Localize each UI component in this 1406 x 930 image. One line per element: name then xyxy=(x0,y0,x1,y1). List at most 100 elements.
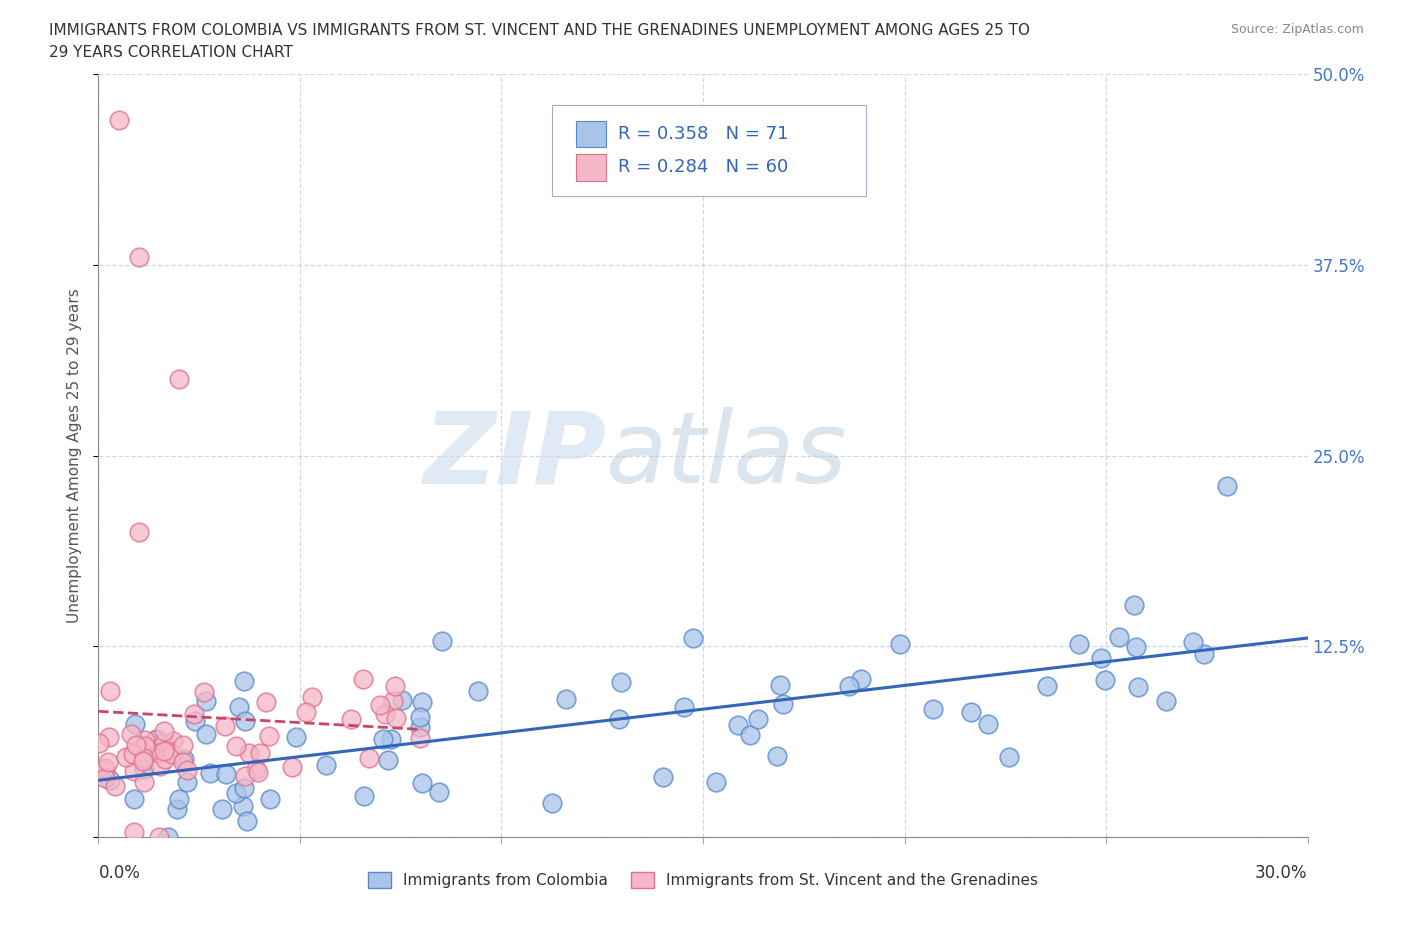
Point xyxy=(153,736,176,751)
Point xyxy=(143,733,166,748)
Point xyxy=(134,738,156,753)
Point xyxy=(254,695,277,710)
Point xyxy=(922,701,945,716)
Point xyxy=(851,671,873,686)
Point xyxy=(727,717,749,732)
Point xyxy=(411,776,433,790)
Point xyxy=(765,749,787,764)
Text: ZIP: ZIP xyxy=(423,407,606,504)
Point xyxy=(673,699,696,714)
Point xyxy=(121,747,143,762)
Point xyxy=(173,752,195,767)
Text: atlas: atlas xyxy=(606,407,848,504)
Point xyxy=(315,757,337,772)
Point xyxy=(94,770,117,785)
Point xyxy=(384,711,406,725)
Point xyxy=(134,733,156,748)
Point xyxy=(128,250,150,265)
Point xyxy=(167,372,190,387)
Point xyxy=(225,738,247,753)
Y-axis label: Unemployment Among Ages 25 to 29 years: Unemployment Among Ages 25 to 29 years xyxy=(67,288,83,623)
Point xyxy=(682,631,704,645)
Point xyxy=(176,775,198,790)
Bar xyxy=(576,121,606,147)
Point xyxy=(997,750,1019,764)
Point xyxy=(98,684,121,699)
Point xyxy=(236,814,259,829)
Point xyxy=(184,714,207,729)
Point xyxy=(772,697,794,711)
Point xyxy=(198,765,221,780)
Point xyxy=(285,730,308,745)
Point xyxy=(114,749,136,764)
Point xyxy=(411,695,433,710)
Point xyxy=(233,673,256,688)
Point xyxy=(94,761,117,776)
Point xyxy=(247,765,270,780)
Bar xyxy=(576,154,606,180)
Point xyxy=(238,745,260,760)
Point xyxy=(651,770,673,785)
Point xyxy=(233,769,256,784)
Point xyxy=(94,763,117,777)
Point xyxy=(427,784,450,799)
Text: 29 YEARS CORRELATION CHART: 29 YEARS CORRELATION CHART xyxy=(49,45,292,60)
Point xyxy=(162,733,184,748)
Point xyxy=(301,690,323,705)
Point xyxy=(249,746,271,761)
Point xyxy=(194,726,217,741)
Point xyxy=(259,791,281,806)
Point xyxy=(704,774,727,789)
Text: R = 0.358   N = 71: R = 0.358 N = 71 xyxy=(619,125,789,143)
Point xyxy=(145,732,167,747)
Point xyxy=(232,799,254,814)
Text: Source: ZipAtlas.com: Source: ZipAtlas.com xyxy=(1230,23,1364,36)
Point xyxy=(1125,640,1147,655)
Point xyxy=(172,754,194,769)
Legend: Immigrants from Colombia, Immigrants from St. Vincent and the Grenadines: Immigrants from Colombia, Immigrants fro… xyxy=(361,866,1045,894)
Point xyxy=(340,711,363,726)
Point xyxy=(1090,650,1112,665)
Point xyxy=(1182,634,1205,649)
Point xyxy=(215,767,238,782)
Point xyxy=(1122,597,1144,612)
Point xyxy=(609,712,631,727)
Text: 0.0%: 0.0% xyxy=(98,864,141,882)
Point xyxy=(368,698,391,712)
Text: 30.0%: 30.0% xyxy=(1256,864,1308,882)
Point xyxy=(555,692,578,707)
Text: IMMIGRANTS FROM COLOMBIA VS IMMIGRANTS FROM ST. VINCENT AND THE GRENADINES UNEMP: IMMIGRANTS FROM COLOMBIA VS IMMIGRANTS F… xyxy=(49,23,1031,38)
Point xyxy=(371,732,394,747)
Point xyxy=(409,730,432,745)
Text: R = 0.284   N = 60: R = 0.284 N = 60 xyxy=(619,158,789,177)
Point xyxy=(134,762,156,777)
Point xyxy=(153,744,176,759)
Point xyxy=(377,752,399,767)
Point xyxy=(352,671,374,686)
Point xyxy=(245,762,267,777)
Point xyxy=(1069,636,1091,651)
Point xyxy=(430,633,453,648)
Point xyxy=(132,775,155,790)
Point xyxy=(382,694,405,709)
Point xyxy=(1194,646,1216,661)
Point xyxy=(409,710,432,724)
Point xyxy=(87,736,110,751)
Point xyxy=(1126,680,1149,695)
Point xyxy=(467,684,489,698)
Point xyxy=(391,693,413,708)
Point xyxy=(152,724,174,738)
Point xyxy=(166,802,188,817)
Point xyxy=(100,772,122,787)
Point xyxy=(120,726,142,741)
Point xyxy=(225,786,247,801)
Point xyxy=(122,791,145,806)
Point xyxy=(107,113,129,127)
Point xyxy=(295,704,318,719)
Point xyxy=(1036,679,1059,694)
Point xyxy=(156,744,179,759)
Point xyxy=(1154,694,1177,709)
Point xyxy=(104,778,127,793)
Point xyxy=(122,825,145,840)
Point xyxy=(233,781,256,796)
